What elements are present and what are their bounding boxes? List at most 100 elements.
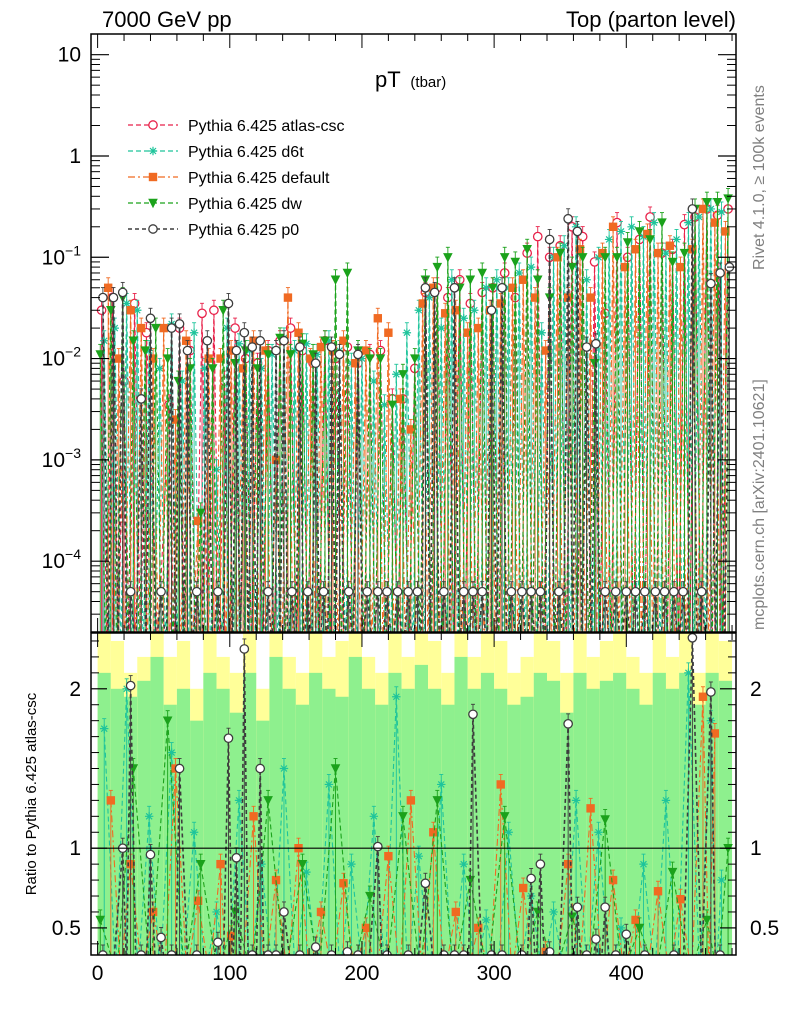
ratio-point (504, 828, 513, 837)
ratio-point (661, 796, 671, 805)
main-point (144, 346, 154, 355)
ratio-point (347, 859, 356, 869)
main-point (420, 282, 431, 293)
main-point (204, 354, 213, 363)
main-point (657, 218, 667, 228)
y-tick-label: 10−1 (42, 242, 82, 269)
main-point (140, 346, 150, 356)
main-point (563, 213, 573, 224)
ratio-point (195, 859, 206, 870)
main-point (477, 268, 488, 279)
main-point (166, 323, 177, 333)
main-point (324, 336, 334, 345)
ratio-point (384, 851, 393, 861)
main-point (425, 293, 434, 302)
ratio-point (392, 692, 401, 701)
mcplots-label: mcplots.cern.ch [arXiv:2401.10621] (751, 379, 768, 630)
main-point (287, 586, 297, 597)
band-green-segment (348, 656, 362, 955)
plot-title: pT (tbar) (375, 67, 446, 92)
main-point (255, 335, 266, 346)
main-point (392, 586, 403, 597)
main-point (544, 234, 555, 245)
band-green-segment (335, 696, 349, 955)
rivet-version-label: Rivet 4.1.0, ≥ 100k events (751, 85, 768, 270)
main-point (622, 238, 633, 248)
main-point (631, 245, 640, 254)
main-point (553, 253, 562, 262)
ratio-line (110, 696, 716, 955)
main-point (517, 586, 527, 597)
ratio-point (231, 852, 242, 863)
ratio-point (279, 764, 289, 773)
ratio-axis-label: Ratio to Pythia 6.425 atlas-csc (23, 692, 40, 895)
ratio-point (499, 812, 510, 822)
band-green-segment (652, 672, 666, 955)
ratio-point (653, 887, 663, 896)
main-point (572, 226, 583, 237)
main-point (110, 323, 119, 333)
ratio-point (639, 859, 648, 869)
main-point (432, 262, 443, 273)
main-point (723, 194, 733, 204)
main-point (519, 275, 528, 284)
band-green-segment (110, 688, 125, 955)
ratio-point (667, 867, 678, 878)
main-point (330, 275, 341, 285)
main-point (567, 262, 577, 273)
legend-item: Pythia 6.425 d6t (128, 144, 304, 161)
ratio-y-tick-label-right: 0.5 (750, 917, 779, 940)
ratio-point (519, 883, 528, 893)
ratio-point (255, 763, 266, 774)
ratio-point (144, 812, 154, 821)
main-point (586, 293, 595, 302)
ratio-point (189, 828, 199, 837)
main-point (191, 586, 202, 597)
main-point (156, 586, 166, 597)
legend-label: Pythia 6.425 p0 (188, 222, 299, 239)
main-point (499, 253, 510, 263)
main-point (197, 308, 207, 319)
ratio-point (608, 875, 618, 885)
ratio-point (106, 796, 116, 805)
main-point (223, 298, 234, 309)
ratio-point (710, 729, 720, 738)
ratio-point (591, 934, 601, 944)
main-point (678, 586, 688, 597)
main-point (412, 586, 423, 597)
legend-item: Pythia 6.425 dw (128, 196, 302, 213)
main-point (159, 323, 168, 333)
ratio-plot-frame (90, 632, 737, 956)
band-green-segment (309, 672, 323, 955)
main-point (218, 306, 228, 316)
ratio-point (216, 859, 225, 869)
y-tick-label: 10−2 (42, 344, 82, 371)
main-point (195, 508, 206, 519)
ratio-point (717, 875, 726, 885)
y-tick-label: 10 (58, 44, 81, 67)
ratio-point (271, 875, 281, 885)
main-point (541, 346, 550, 355)
ratio-point (706, 687, 716, 697)
band-green-segment (665, 688, 680, 955)
main-point (721, 227, 730, 236)
main-point (532, 231, 543, 242)
ratio-point (420, 878, 431, 889)
ratio-point (372, 841, 383, 852)
ratio-point (600, 902, 610, 913)
band-green-segment (613, 672, 627, 955)
main-point (526, 262, 536, 272)
ratio-point (249, 812, 258, 821)
header-left-label: 7000 GeV pp (102, 7, 232, 32)
main-point (406, 425, 416, 434)
main-point (182, 345, 193, 356)
main-point (234, 339, 244, 348)
main-point (554, 586, 564, 597)
ratio-y-tick-label: 1 (69, 837, 81, 860)
legend-marker (148, 172, 158, 182)
ratio-point (310, 942, 321, 952)
band-green-segment (454, 656, 468, 955)
main-point (616, 227, 626, 236)
band-green-segment (533, 672, 547, 955)
